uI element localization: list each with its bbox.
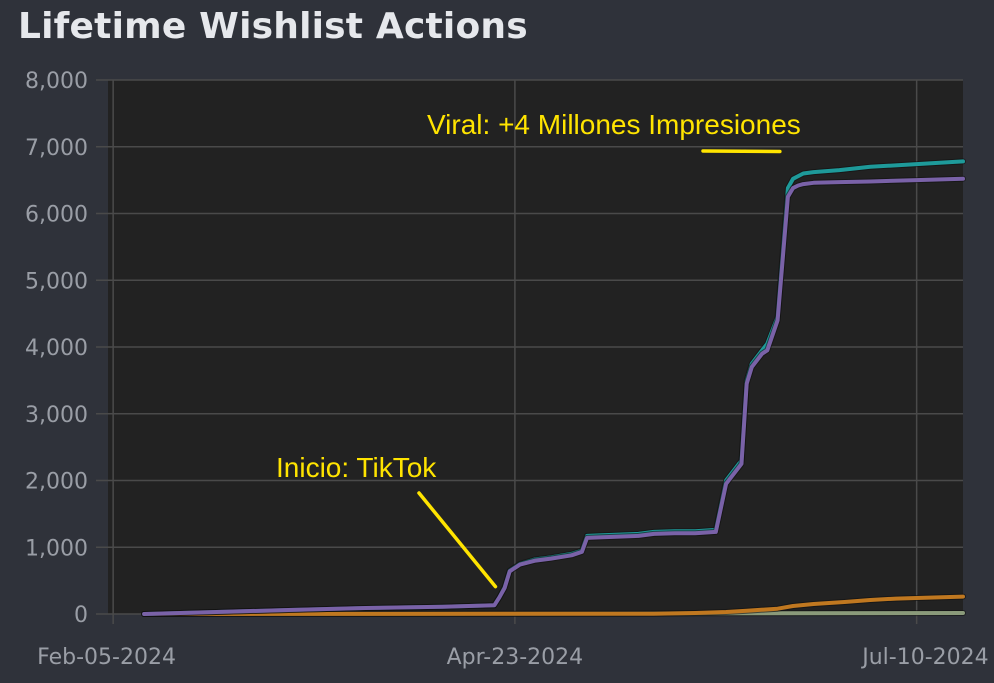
- series-line: [142, 594, 965, 616]
- y-tick-label: 6,000: [25, 203, 88, 228]
- series-line: [142, 176, 965, 616]
- annotation-viral: Viral: +4 Millones Impresiones: [427, 109, 801, 140]
- y-tick-label: 1,000: [25, 536, 88, 561]
- y-tick-label: 0: [74, 603, 88, 628]
- y-tick-label: 4,000: [25, 336, 88, 361]
- annotation-arrow-tiktok: [417, 491, 498, 589]
- y-tick-label: 5,000: [25, 269, 88, 294]
- chart-title: Lifetime Wishlist Actions: [18, 6, 528, 47]
- y-tick-label: 2,000: [25, 470, 88, 495]
- annotation-tiktok: Inicio: TikTok: [276, 452, 437, 483]
- y-tick-label: 3,000: [25, 403, 88, 428]
- y-tick-label: 8,000: [25, 69, 88, 94]
- x-tick-label: Apr-23-2024: [447, 645, 584, 670]
- x-tick-label: Feb-05-2024: [37, 645, 176, 670]
- y-tick-label: 7,000: [25, 136, 88, 161]
- x-tick-label: Jul-10-2024: [860, 645, 988, 670]
